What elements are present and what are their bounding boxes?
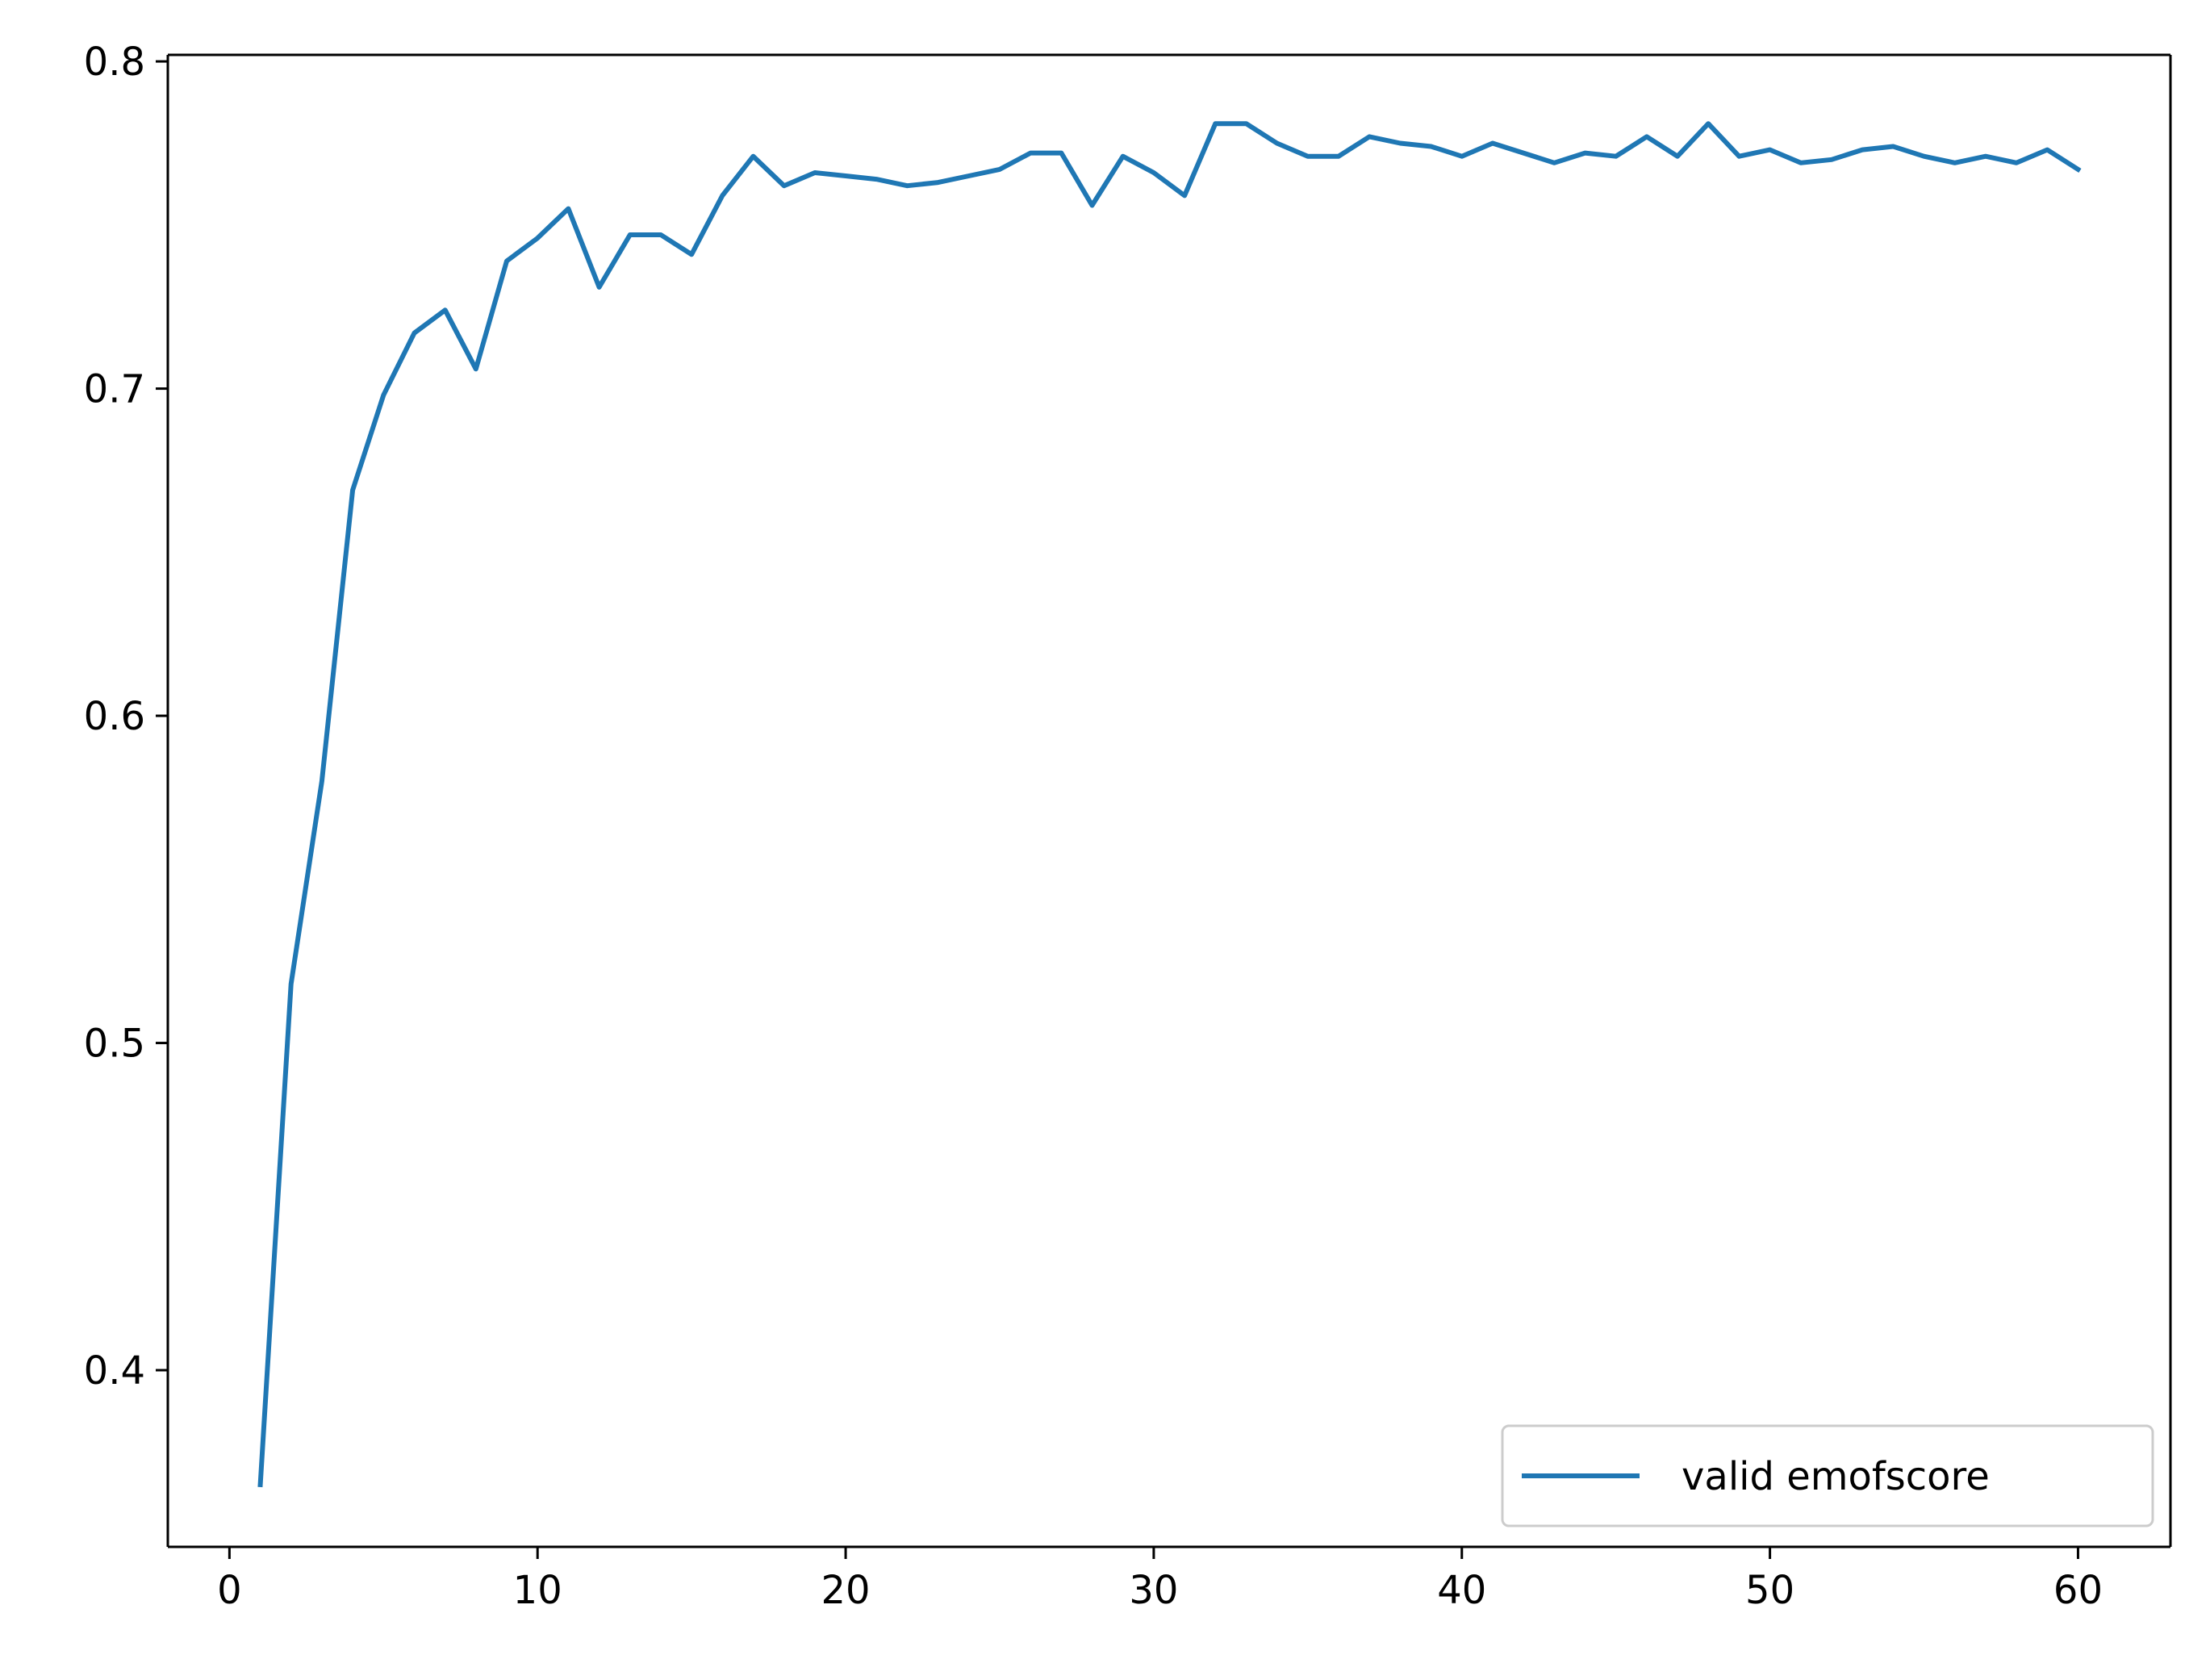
x-tick-label: 30 (1129, 1568, 1178, 1613)
legend: valid emofscore (1501, 1424, 2154, 1527)
x-tick-label: 10 (513, 1568, 562, 1613)
series-line-0 (257, 121, 2082, 1488)
plot-background (168, 55, 2170, 1547)
x-tick-label: 20 (821, 1568, 871, 1613)
y-tick-label: 0.8 (84, 40, 145, 85)
series-layer (257, 121, 2082, 1488)
x-tick-label: 60 (2053, 1568, 2103, 1613)
axes: 0 10 20 30 40 50 60 0.4 0.5 0.6 0.7 0.8 (84, 40, 2172, 1613)
legend-label: valid emofscore (1682, 1454, 1990, 1499)
x-tick-label: 0 (217, 1568, 242, 1613)
y-tick-label: 0.5 (84, 1022, 145, 1067)
legend-box (1501, 1424, 2154, 1527)
x-tick-label: 40 (1437, 1568, 1486, 1613)
y-tick-label: 0.4 (84, 1348, 145, 1394)
plot-area (168, 55, 2170, 1547)
x-tick-label: 50 (1745, 1568, 1794, 1613)
y-tick-label: 0.7 (84, 367, 145, 412)
y-tick-label: 0.6 (84, 694, 145, 739)
